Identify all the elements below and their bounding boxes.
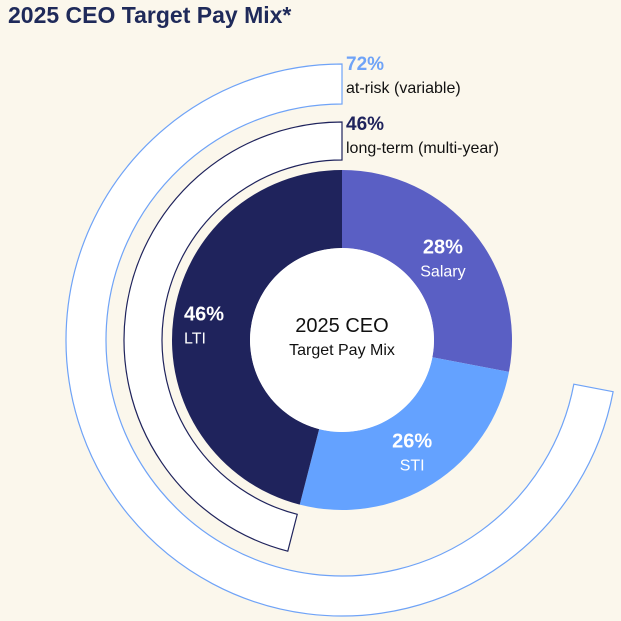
slice-name-label-salary: Salary: [420, 263, 465, 280]
band-value-label-long-term: 46%: [346, 114, 384, 135]
slice-value-label-lti: 46%: [184, 304, 224, 326]
slice-value-label-salary: 28%: [423, 236, 463, 258]
slice-name-label-sti: STI: [400, 458, 425, 475]
slice-labels: 28% Salary 26% STI 46% LTI: [184, 236, 466, 474]
band-value-label-at-risk: 72%: [346, 54, 384, 75]
band-text-label-long-term: long-term (multi-year): [346, 140, 499, 157]
center-label-line-1: 2025 CEO: [295, 315, 388, 337]
slice-sti: [299, 357, 509, 511]
band-text-label-at-risk: at-risk (variable): [346, 80, 461, 97]
donut-hole: [250, 248, 434, 432]
page-title: 2025 CEO Target Pay Mix*: [8, 2, 292, 28]
center-label-line-2: Target Pay Mix: [289, 342, 395, 359]
slice-name-label-lti: LTI: [184, 331, 206, 348]
band-arcs: [65, 63, 614, 617]
band-arc-at-risk: [65, 63, 614, 617]
slice-lti: [171, 170, 342, 505]
donut-slices: [171, 170, 512, 511]
slice-salary: [342, 170, 512, 372]
band-labels: 72% at-risk (variable) 46% long-term (multi…: [346, 54, 499, 157]
band-arc-long-term: [123, 121, 343, 552]
slice-value-label-sti: 26%: [392, 431, 432, 453]
